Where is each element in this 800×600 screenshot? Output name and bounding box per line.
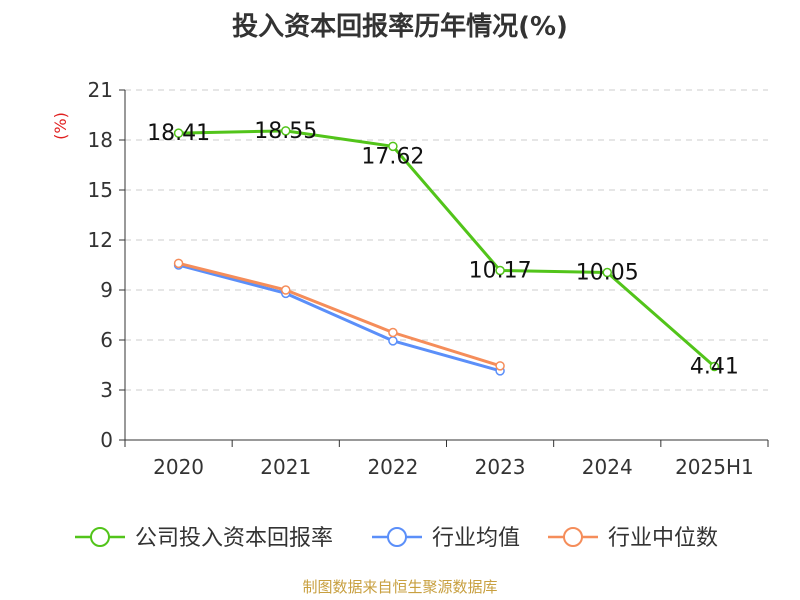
legend-item: 公司投入资本回报率 xyxy=(75,526,333,551)
legend: 公司投入资本回报率 行业均值 行业中位数 xyxy=(75,526,718,551)
series-line-company xyxy=(178,129,716,368)
data-label: 10.05 xyxy=(576,261,639,286)
legend-marker xyxy=(387,527,407,547)
data-point xyxy=(495,361,505,371)
y-tick-label: 21 xyxy=(88,78,113,102)
y-axis-label: (%) xyxy=(51,112,70,140)
legend-label: 公司投入资本回报率 xyxy=(135,526,333,551)
chart-title: 投入资本回报率历年情况(%) xyxy=(232,12,568,42)
data-point xyxy=(388,327,398,338)
y-tick-label: 3 xyxy=(100,378,113,402)
x-tick-label: 2024 xyxy=(582,455,633,479)
data-point xyxy=(281,126,291,136)
x-tick-label: 2023 xyxy=(475,455,526,479)
series-layer xyxy=(173,126,720,376)
data-label: 18.55 xyxy=(254,119,317,144)
y-tick-label: 6 xyxy=(100,328,113,352)
grid-lines xyxy=(125,89,768,391)
x-tick-label: 2025H1 xyxy=(675,455,754,479)
data-label: 4.41 xyxy=(690,355,739,380)
y-tick-label: 12 xyxy=(88,228,113,252)
legend-marker xyxy=(563,527,583,547)
data-source-note: 制图数据来自恒生聚源数据库 xyxy=(302,578,498,596)
data-point xyxy=(388,141,398,152)
data-point xyxy=(281,285,291,295)
legend-item: 行业中位数 xyxy=(548,526,718,551)
data-point xyxy=(173,258,184,269)
data-point xyxy=(495,265,505,276)
data-labels: 18.41 18.55 17.62 10.17 10.05 4.41 xyxy=(147,119,739,380)
data-label: 18.41 xyxy=(147,121,210,146)
data-point xyxy=(709,361,720,372)
legend-marker xyxy=(90,527,110,547)
data-point xyxy=(388,336,398,346)
data-point xyxy=(173,128,184,138)
x-tick-label: 2021 xyxy=(260,455,311,479)
legend-label: 行业均值 xyxy=(432,526,520,551)
axes: 0 3 6 9 12 15 18 21 (%) 2020 2021 2022 2023 2024 2025H… xyxy=(51,78,769,479)
legend-item: 行业均值 xyxy=(372,526,520,551)
series-line-industry-median xyxy=(178,261,501,368)
y-tick-label: 9 xyxy=(100,278,113,302)
data-label: 17.62 xyxy=(361,144,424,169)
legend-label: 行业中位数 xyxy=(608,526,718,551)
series-line-industry-avg xyxy=(178,263,501,373)
x-tick-label: 2022 xyxy=(367,455,418,479)
y-tick-label: 0 xyxy=(100,428,113,452)
y-tick-label: 15 xyxy=(88,178,113,202)
data-label: 10.17 xyxy=(469,259,532,284)
data-point xyxy=(602,267,612,278)
x-tick-label: 2020 xyxy=(153,455,204,479)
y-tick-label: 18 xyxy=(88,128,113,152)
